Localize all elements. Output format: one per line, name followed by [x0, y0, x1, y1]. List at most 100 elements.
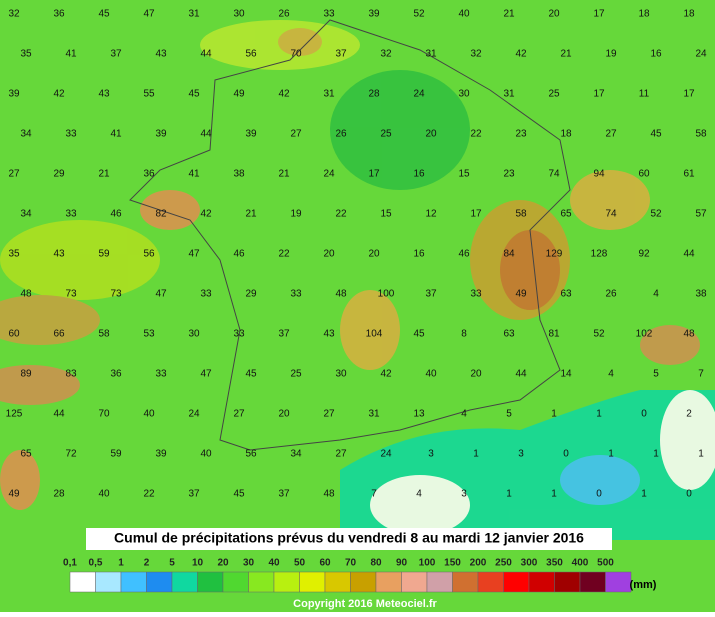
map-value: 33: [155, 369, 167, 380]
map-value: 33: [200, 289, 212, 300]
map-value: 94: [593, 169, 605, 180]
legend-label: 20: [217, 558, 229, 569]
map-value: 38: [233, 169, 245, 180]
map-value: 59: [98, 249, 110, 260]
legend-label: 0,5: [89, 558, 103, 569]
map-value: 74: [605, 209, 617, 220]
map-value: 44: [53, 409, 65, 420]
legend-swatch: [197, 571, 224, 593]
map-value: 18: [560, 129, 572, 140]
map-value: 17: [593, 89, 605, 100]
legend-label: 250: [495, 558, 512, 569]
map-value: 42: [515, 49, 527, 60]
map-value: 21: [278, 169, 290, 180]
map-value: 37: [425, 289, 437, 300]
map-value: 26: [605, 289, 617, 300]
map-value: 31: [503, 89, 515, 100]
legend-label: 10: [192, 558, 204, 569]
map-value: 72: [65, 449, 77, 460]
map-value: 37: [110, 49, 122, 60]
map-value: 45: [245, 369, 257, 380]
legend-label: 1: [118, 558, 124, 569]
map-value: 39: [155, 449, 167, 460]
map-value: 1: [698, 449, 704, 460]
map-value: 73: [65, 289, 77, 300]
map-value: 28: [53, 489, 65, 500]
map-value: 66: [53, 329, 65, 340]
map-value: 16: [413, 169, 425, 180]
map-value: 82: [155, 209, 167, 220]
map-value: 23: [503, 169, 515, 180]
map-value: 52: [650, 209, 662, 220]
map-value: 25: [548, 89, 560, 100]
map-value: 58: [515, 209, 527, 220]
map-value: 26: [335, 129, 347, 140]
map-value: 37: [335, 49, 347, 60]
map-value: 35: [8, 249, 20, 260]
map-value: 46: [233, 249, 245, 260]
map-value: 52: [593, 329, 605, 340]
map-value: 20: [470, 369, 482, 380]
map-value: 41: [65, 49, 77, 60]
map-value: 83: [65, 369, 77, 380]
map-value: 42: [53, 89, 65, 100]
map-value: 36: [110, 369, 122, 380]
map-value: 27: [233, 409, 245, 420]
legend-label: 150: [444, 558, 461, 569]
map-value: 81: [548, 329, 560, 340]
map-value: 104: [366, 329, 383, 340]
map-value: 33: [290, 289, 302, 300]
map-value: 17: [470, 209, 482, 220]
map-value: 20: [548, 9, 560, 20]
map-value: 56: [143, 249, 155, 260]
map-value: 26: [278, 9, 290, 20]
map-value: 53: [143, 329, 155, 340]
map-value: 45: [413, 329, 425, 340]
map-value: 40: [458, 9, 470, 20]
map-value: 27: [323, 409, 335, 420]
legend-label: 80: [370, 558, 382, 569]
map-value: 13: [413, 409, 425, 420]
legend-label: 300: [521, 558, 538, 569]
map-value: 40: [200, 449, 212, 460]
legend-label: 40: [268, 558, 280, 569]
map-value: 22: [143, 489, 155, 500]
legend-label: 50: [294, 558, 306, 569]
map-value: 36: [53, 9, 65, 20]
legend-label: 30: [243, 558, 255, 569]
map-value: 22: [470, 129, 482, 140]
map-value: 0: [686, 489, 692, 500]
map-value: 47: [188, 249, 200, 260]
map-value: 102: [636, 329, 653, 340]
map-value: 34: [20, 129, 32, 140]
map-value: 34: [20, 209, 32, 220]
map-value: 40: [98, 489, 110, 500]
map-value: 0: [596, 489, 602, 500]
map-value: 21: [245, 209, 257, 220]
map-value: 43: [98, 89, 110, 100]
map-value: 35: [20, 49, 32, 60]
map-value: 39: [368, 9, 380, 20]
map-value: 60: [638, 169, 650, 180]
map-value: 32: [8, 9, 20, 20]
map-value: 46: [458, 249, 470, 260]
legend-label: 0,1: [63, 558, 77, 569]
legend-label: 2: [144, 558, 150, 569]
map-value: 27: [605, 129, 617, 140]
legend-swatch: [171, 571, 198, 593]
map-value: 18: [683, 9, 695, 20]
map-value: 70: [290, 49, 302, 60]
map-value: 32: [380, 49, 392, 60]
map-value: 48: [20, 289, 32, 300]
map-value: 30: [188, 329, 200, 340]
map-value: 19: [290, 209, 302, 220]
legend-swatch: [95, 571, 122, 593]
map-value: 14: [560, 369, 572, 380]
precip-areas: [0, 20, 715, 540]
map-value: 37: [188, 489, 200, 500]
map-value: 100: [378, 289, 395, 300]
map-value: 29: [245, 289, 257, 300]
map-value: 56: [245, 449, 257, 460]
map-value: 55: [143, 89, 155, 100]
map-value: 15: [380, 209, 392, 220]
